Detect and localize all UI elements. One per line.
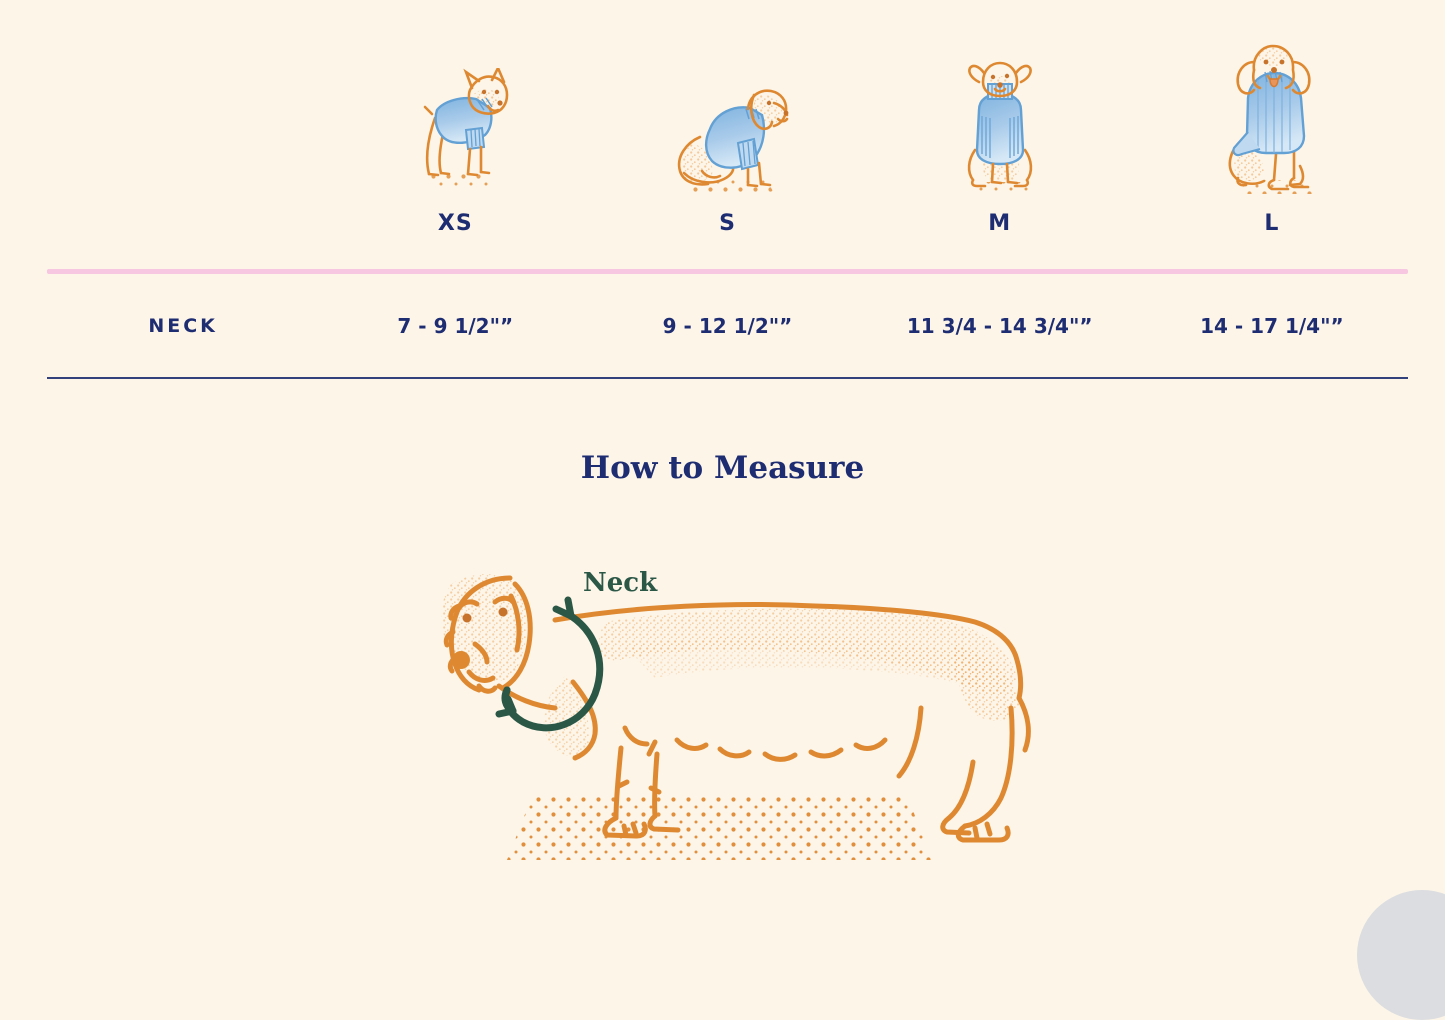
chat-widget-bubble[interactable] [1357, 890, 1445, 1020]
size-column-s [662, 81, 792, 196]
dog-l-illustration [1228, 44, 1314, 194]
size-chart: XS S M L NECK 7 - 9 1/2"” 9 - 12 1/2"” 1… [47, 0, 1408, 379]
neck-measurement-row: NECK 7 - 9 1/2"” 9 - 12 1/2"” 11 3/4 - 1… [47, 274, 1408, 377]
size-label-l: L [1264, 211, 1280, 236]
neck-row-header: NECK [148, 314, 218, 337]
neck-value-m: 11 3/4 - 14 3/4"” [906, 313, 1093, 338]
neck-value-l: 14 - 17 1/4"” [1200, 313, 1344, 338]
size-chart-dog-row [47, 0, 1408, 196]
how-to-measure-illustration: Neck [415, 556, 1065, 876]
neck-annotation-label: Neck [583, 568, 658, 598]
neck-value-s: 9 - 12 1/2"” [662, 313, 793, 338]
empty-cell [47, 196, 319, 252]
size-label-xs: XS [437, 211, 473, 236]
dog-m-illustration [967, 61, 1033, 194]
size-column-l [1216, 40, 1328, 196]
pink-divider [47, 269, 1408, 274]
size-label-m: M [988, 211, 1012, 236]
size-label-row: XS S M L [47, 196, 1408, 252]
size-column-xs [400, 68, 510, 196]
size-label-s: S [719, 211, 736, 236]
dog-xs-illustration [423, 68, 509, 188]
navy-divider [47, 377, 1408, 379]
dog-s-illustration [678, 89, 789, 193]
dachshund-measure-illustration [441, 574, 1031, 860]
size-column-m [955, 58, 1045, 196]
how-to-measure-title: How to Measure [580, 450, 865, 486]
neck-value-xs: 7 - 9 1/2"” [397, 313, 514, 338]
